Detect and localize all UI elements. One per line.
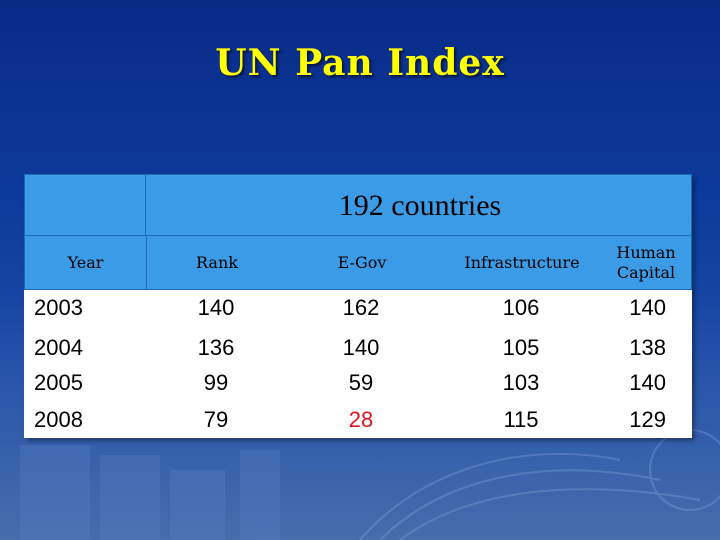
- cell-human-capital: 140: [629, 295, 666, 320]
- cell-infrastructure: 115: [503, 407, 539, 432]
- cell-human-capital: 129: [629, 407, 666, 432]
- cell-egov-highlight: 28: [348, 407, 374, 432]
- table-row: 2008 79 28 115 129: [24, 402, 692, 438]
- cell-year: 2003: [34, 295, 83, 320]
- table-row: 2005 99 59 103 140: [24, 365, 692, 401]
- cell-rank: 140: [197, 295, 235, 320]
- cell-rank: 79: [203, 407, 229, 432]
- table-row: 2003 140 162 106 140: [24, 290, 692, 326]
- group-header: 192 countries: [338, 189, 502, 222]
- cell-infrastructure: 105: [502, 335, 540, 360]
- cell-rank: 136: [197, 335, 235, 360]
- cell-year: 2005: [34, 370, 83, 395]
- cell-egov: 59: [348, 370, 374, 395]
- column-header-row: Year Rank E-Gov Infrastructure Human Cap…: [24, 236, 692, 290]
- cell-year: 2008: [34, 407, 83, 432]
- cell-egov: 140: [342, 335, 380, 360]
- column-header-rank: Rank: [196, 253, 238, 272]
- cell-infrastructure: 103: [502, 370, 540, 395]
- empty-header-cell: [25, 175, 146, 237]
- cell-human-capital: 138: [629, 335, 666, 360]
- table-row: 2004 136 140 105 138: [24, 330, 692, 366]
- index-table: 192 countries Year Rank E-Gov Infrastruc…: [24, 174, 692, 438]
- column-header-year: Year: [25, 236, 147, 290]
- group-header-row: 192 countries: [24, 174, 692, 237]
- cell-rank: 99: [203, 370, 229, 395]
- cell-infrastructure: 106: [502, 295, 540, 320]
- page-title: UN Pan Index: [215, 42, 505, 84]
- cell-human-capital: 140: [629, 370, 666, 395]
- column-header-human-capital: Human Capital: [616, 243, 676, 282]
- column-header-egov: E-Gov: [337, 253, 387, 272]
- cell-egov: 162: [342, 295, 380, 320]
- column-header-infrastructure: Infrastructure: [464, 253, 580, 272]
- cell-year: 2004: [34, 335, 83, 360]
